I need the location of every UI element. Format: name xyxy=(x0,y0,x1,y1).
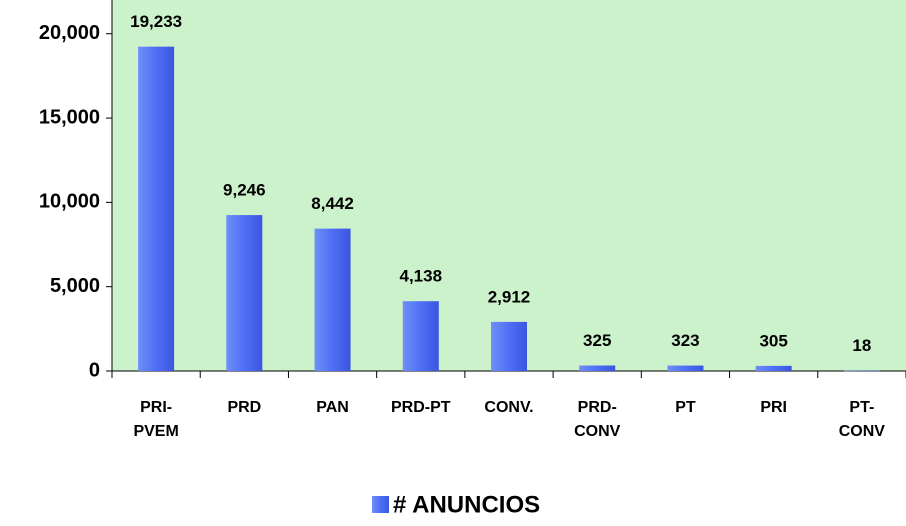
bar xyxy=(843,370,880,372)
x-tick-label: PRD-PT xyxy=(390,399,451,416)
y-tick-label: 10,000 xyxy=(39,191,100,213)
x-tick-label: PRI xyxy=(760,399,787,416)
data-label: 325 xyxy=(583,331,611,350)
x-tick-label: PT xyxy=(675,399,696,416)
data-label: 323 xyxy=(671,331,699,350)
bar xyxy=(314,228,351,371)
data-label: 4,138 xyxy=(400,267,443,286)
data-label: 19,233 xyxy=(130,12,182,31)
data-label: 305 xyxy=(759,331,787,350)
data-label: 9,246 xyxy=(223,181,266,200)
bar xyxy=(491,321,527,371)
y-tick-label: 15,000 xyxy=(39,106,100,128)
bar xyxy=(402,301,439,371)
bar xyxy=(667,365,704,371)
y-tick-label: 0 xyxy=(89,359,100,381)
x-tick-label: PAN xyxy=(316,399,349,416)
y-tick-label: 5,000 xyxy=(50,275,100,297)
data-label: 8,442 xyxy=(311,194,354,213)
data-label: 2,912 xyxy=(488,287,531,306)
data-label: 18 xyxy=(852,336,871,355)
x-tick-label: PT-CONV xyxy=(838,399,885,440)
y-tick-label: 20,000 xyxy=(39,22,100,44)
legend-label: # ANUNCIOS xyxy=(393,491,540,518)
x-tick-label: PRI-PVEM xyxy=(133,399,179,440)
x-tick-label: PRD xyxy=(227,399,262,416)
bar xyxy=(755,365,792,371)
bar xyxy=(226,215,263,371)
x-tick-label: PRD-CONV xyxy=(574,399,621,440)
bar xyxy=(579,365,616,371)
legend-swatch xyxy=(372,496,389,513)
bar xyxy=(138,46,175,371)
x-tick-label: CONV. xyxy=(484,399,534,416)
